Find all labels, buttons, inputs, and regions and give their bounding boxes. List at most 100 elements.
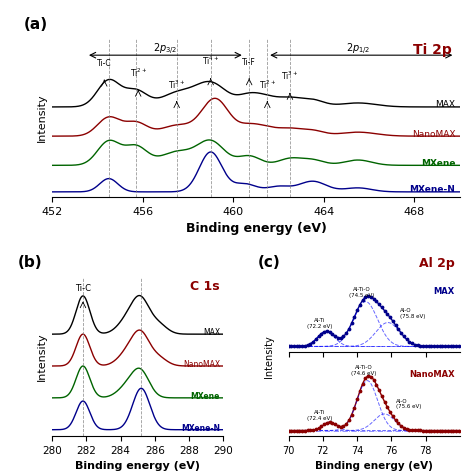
Text: MXene-N: MXene-N	[410, 185, 455, 194]
Point	[392, 321, 400, 329]
Point	[389, 318, 397, 325]
Point	[290, 427, 298, 434]
Point	[408, 426, 416, 434]
Text: MAX: MAX	[433, 287, 455, 296]
Text: Al-Ti-O
(74.6 eV): Al-Ti-O (74.6 eV)	[351, 365, 376, 376]
Text: Al-O
(75.8 eV): Al-O (75.8 eV)	[400, 308, 425, 319]
Text: (a): (a)	[24, 17, 48, 32]
Text: $2p_{1/2}$: $2p_{1/2}$	[346, 42, 370, 57]
Text: Ti-C: Ti-C	[97, 59, 111, 68]
Point	[408, 339, 416, 347]
Point	[378, 304, 386, 311]
Point	[315, 424, 322, 432]
Point	[331, 420, 339, 428]
Point	[414, 342, 421, 349]
Y-axis label: Intensity: Intensity	[36, 93, 46, 142]
Point	[334, 334, 342, 341]
Point	[296, 343, 303, 350]
Point	[304, 427, 311, 434]
Point	[397, 329, 405, 337]
Point	[375, 301, 383, 308]
Point	[370, 295, 377, 302]
Point	[411, 427, 419, 434]
Point	[334, 422, 342, 429]
Point	[455, 343, 463, 350]
Point	[406, 426, 413, 433]
Text: Al-Ti-O
(74.5 eV): Al-Ti-O (74.5 eV)	[349, 287, 375, 298]
Point	[351, 313, 358, 320]
Text: Al-O
(75.6 eV): Al-O (75.6 eV)	[396, 399, 422, 410]
Text: (c): (c)	[258, 255, 281, 270]
Text: Ti 2p: Ti 2p	[413, 43, 452, 57]
Point	[365, 372, 372, 380]
Point	[328, 419, 336, 427]
Point	[326, 419, 334, 426]
Point	[367, 373, 374, 381]
Point	[403, 425, 410, 433]
Point	[375, 386, 383, 394]
Point	[438, 427, 446, 434]
Point	[331, 332, 339, 340]
Point	[285, 343, 292, 350]
Point	[419, 427, 427, 434]
Point	[340, 333, 347, 340]
Point	[392, 417, 400, 424]
Point	[383, 310, 391, 318]
Point	[441, 343, 449, 350]
Point	[290, 343, 298, 350]
Point	[417, 342, 424, 350]
Point	[444, 427, 452, 434]
Point	[342, 420, 350, 428]
Text: MAX: MAX	[203, 328, 220, 337]
Point	[348, 319, 356, 327]
Point	[381, 307, 388, 314]
Text: Ti$^{3+}$: Ti$^{3+}$	[281, 69, 299, 82]
Point	[353, 307, 361, 314]
Point	[287, 427, 295, 434]
Point	[318, 330, 325, 337]
Point	[444, 343, 452, 350]
Point	[293, 427, 301, 434]
Point	[340, 422, 347, 430]
Point	[428, 343, 435, 350]
Text: Ti$^{3+}$: Ti$^{3+}$	[168, 79, 185, 91]
Point	[394, 325, 402, 333]
Text: Ti$^{2+}$: Ti$^{2+}$	[129, 67, 147, 79]
Point	[353, 396, 361, 403]
Point	[386, 314, 394, 321]
Point	[367, 293, 374, 301]
Point	[383, 403, 391, 411]
Point	[307, 340, 314, 347]
Text: NanoMAX: NanoMAX	[183, 360, 220, 369]
Point	[452, 427, 460, 434]
Point	[428, 427, 435, 434]
Text: Al-Ti
(72.4 eV): Al-Ti (72.4 eV)	[307, 410, 332, 421]
Point	[365, 292, 372, 300]
Text: NanoMAX: NanoMAX	[409, 370, 455, 379]
Point	[356, 387, 364, 395]
Point	[310, 338, 317, 346]
Point	[438, 343, 446, 350]
Point	[436, 427, 443, 434]
Point	[296, 427, 303, 434]
Point	[287, 343, 295, 350]
Point	[359, 380, 366, 388]
Point	[411, 341, 419, 348]
Point	[299, 427, 306, 434]
Text: Al 2p: Al 2p	[419, 257, 455, 270]
Point	[436, 343, 443, 350]
Point	[381, 398, 388, 406]
Point	[447, 427, 454, 434]
Point	[449, 427, 457, 434]
Point	[318, 423, 325, 430]
Text: Ti$^{2+}$: Ti$^{2+}$	[259, 79, 276, 91]
Point	[394, 419, 402, 427]
Point	[315, 332, 322, 340]
Text: $2p_{3/2}$: $2p_{3/2}$	[153, 42, 178, 57]
Point	[301, 427, 309, 434]
Point	[320, 420, 328, 428]
Point	[326, 328, 334, 336]
Point	[422, 427, 429, 434]
Text: C 1s: C 1s	[191, 280, 220, 293]
Point	[328, 330, 336, 338]
